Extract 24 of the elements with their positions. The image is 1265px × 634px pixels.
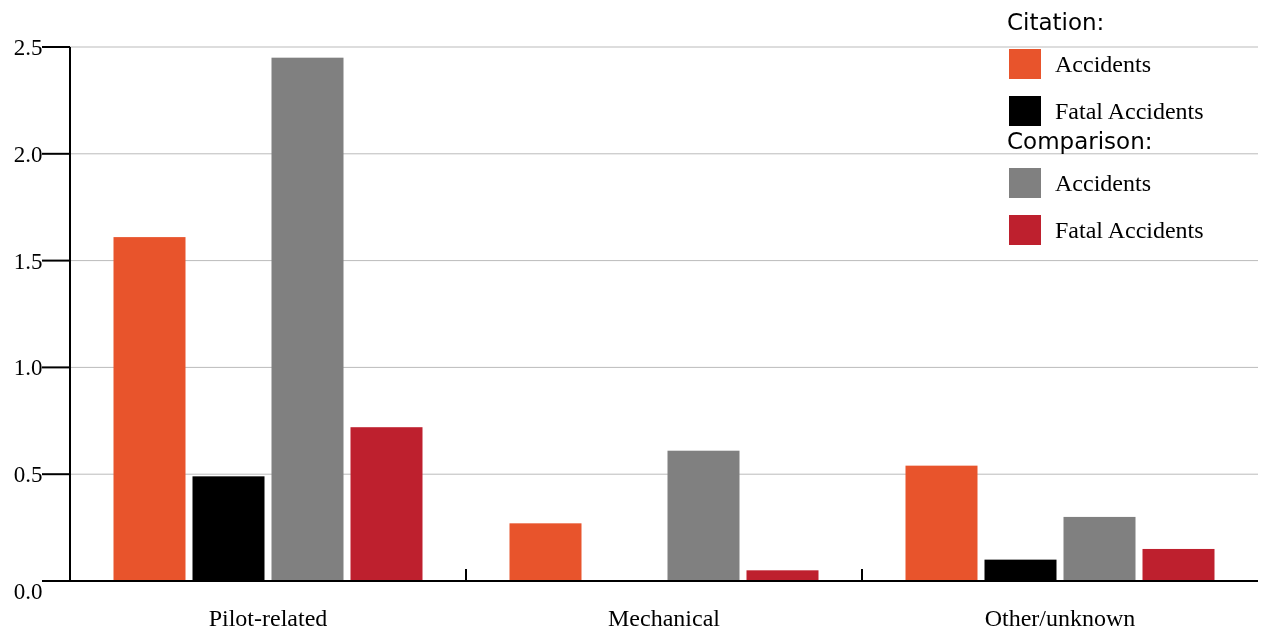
bar [509,523,582,581]
legend-label: Fatal Accidents [1055,217,1204,243]
x-tick-label: Pilot-related [208,605,328,631]
y-tick-label: 2.5 [13,35,43,60]
bar [746,570,819,581]
y-tick-label: 0.0 [13,579,43,604]
legend-label: Accidents [1055,170,1151,196]
annotation: Comparison: [1007,128,1153,154]
bar [905,465,978,581]
bar [1063,516,1136,581]
bar [667,450,740,581]
legend-label: Fatal Accidents [1055,98,1204,124]
text: Citation: [1007,9,1105,35]
bar [1142,548,1215,581]
x-tick-label: Other/unknown [984,605,1136,631]
x-tick-label: Mechanical [608,605,721,631]
legend-label: Accidents [1055,51,1151,77]
y-tick-label: 1.5 [13,248,43,274]
bar [113,237,186,581]
y-tick-label: 0.5 [13,462,43,488]
bar [350,427,423,581]
y-tick-label: 2.0 [13,141,43,167]
bar [271,57,344,581]
y-tick-label: 1.0 [13,355,43,381]
